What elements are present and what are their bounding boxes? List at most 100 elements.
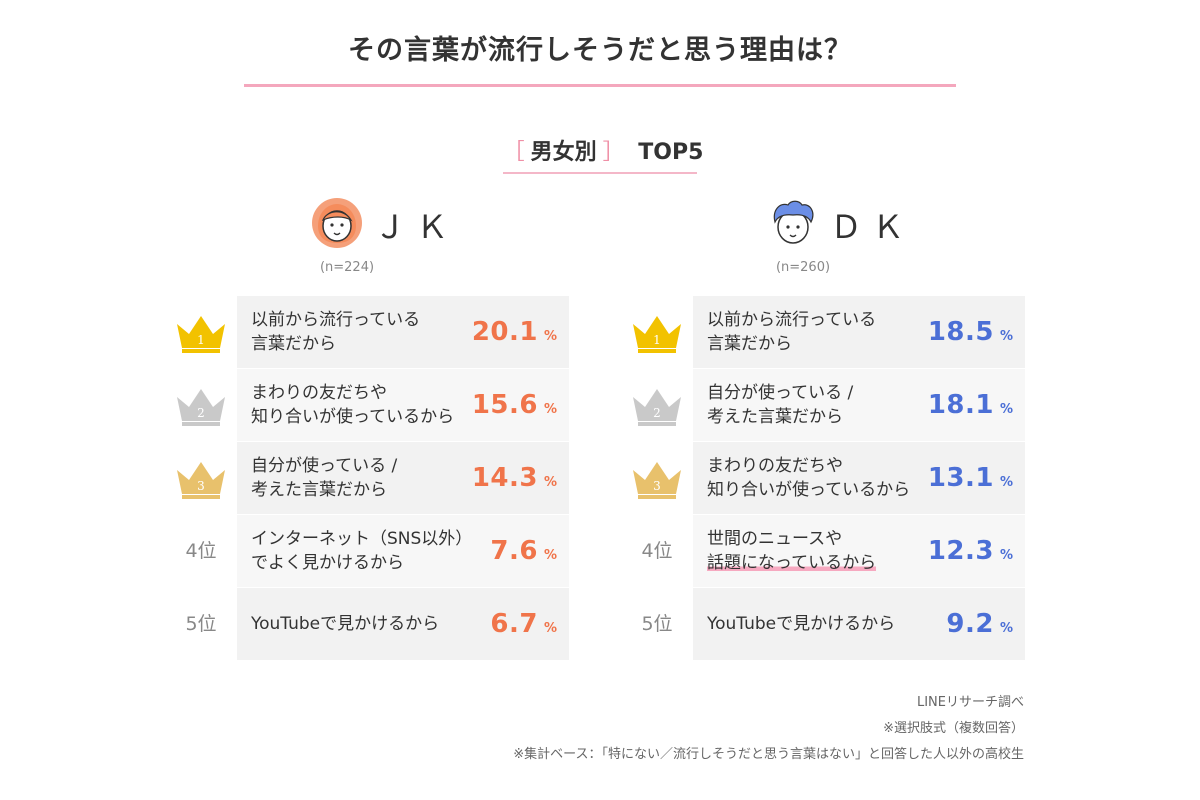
footnotes: LINEリサーチ調べ ※選択肢式（複数回答） ※集計ベース：「特にない／流行しそ…	[513, 690, 1024, 768]
reason-card: 以前から流行っている 言葉だから 18.5%	[693, 296, 1025, 368]
rank-badge: 4位	[168, 515, 236, 588]
silver-crown-icon: 2	[633, 389, 681, 426]
rank-badge: 4位	[624, 515, 692, 588]
reason-text: まわりの友だちや 知り合いが使っているから	[251, 369, 473, 441]
percentage-unit: %	[543, 621, 557, 636]
bronze-crown-icon: 3	[633, 462, 681, 499]
jk-panel: ＪＫ (n=224) 1 以前から流行っている 言葉だから 20.1% 2 まわりの友だ…	[112, 196, 582, 666]
percentage-unit: %	[543, 329, 557, 344]
jk-ranking-list: 1 以前から流行っている 言葉だから 20.1% 2 まわりの友だちや 知り合いが使って…	[112, 296, 582, 661]
reason-text: 以前から流行っている 言葉だから	[707, 296, 929, 368]
rank-badge: 3	[168, 442, 236, 515]
percentage-number: 6.7	[490, 609, 538, 639]
crown-rank-number: 1	[653, 333, 661, 347]
rank-badge: 3	[624, 442, 692, 515]
percentage-unit: %	[999, 329, 1013, 344]
crown-rank-number: 2	[197, 406, 205, 420]
reason-card: 以前から流行っている 言葉だから 20.1%	[237, 296, 569, 368]
percentage-value: 18.1%	[928, 369, 1013, 441]
reason-card: 自分が使っている / 考えた言葉だから 14.3%	[237, 442, 569, 514]
jk-sample-size: (n=224)	[319, 260, 375, 275]
percentage-value: 20.1%	[472, 296, 557, 368]
reason-label: 世間のニュースや 話題になっているから	[707, 527, 877, 575]
reason-card: 自分が使っている / 考えた言葉だから 18.1%	[693, 369, 1025, 441]
gold-crown-icon: 1	[177, 316, 225, 353]
rank-badge: 1	[168, 296, 236, 369]
rank-badge: 5位	[624, 588, 692, 661]
reason-text: まわりの友だちや 知り合いが使っているから	[707, 442, 929, 514]
rank-label: 4位	[185, 540, 217, 562]
reason-text: YouTubeで見かけるから	[707, 588, 929, 660]
ranking-row: 2 自分が使っている / 考えた言葉だから 18.1%	[568, 369, 1038, 442]
ranking-row: 1 以前から流行っている 言葉だから 20.1%	[112, 296, 582, 369]
ranking-row: 3 まわりの友だちや 知り合いが使っているから 13.1%	[568, 442, 1038, 515]
subtitle-suffix: TOP5	[638, 140, 704, 165]
rank-label: 4位	[641, 540, 673, 562]
question-type-note: ※選択肢式（複数回答）	[883, 721, 1024, 736]
dk-label: ＤＫ	[830, 208, 915, 246]
percentage-unit: %	[543, 475, 557, 490]
percentage-value: 14.3%	[472, 442, 557, 514]
ranking-row: 5位 YouTubeで見かけるから 9.2%	[568, 588, 1038, 661]
gold-crown-icon: 1	[633, 316, 681, 353]
subtitle-underline	[503, 172, 697, 174]
ranking-row: 1 以前から流行っている 言葉だから 18.5%	[568, 296, 1038, 369]
reason-label: 以前から流行っている 言葉だから	[707, 310, 877, 354]
rank-label: 5位	[641, 613, 673, 635]
crown-rank-number: 3	[653, 479, 661, 493]
jk-header: ＪＫ	[112, 196, 582, 256]
bronze-crown-icon: 3	[177, 462, 225, 499]
ranking-row: 4位 インターネット（SNS以外） でよく見かけるから 7.6%	[112, 515, 582, 588]
percentage-number: 7.6	[490, 536, 538, 566]
reason-label: インターネット（SNS以外） でよく見かけるから	[251, 529, 473, 573]
girl-avatar-icon	[312, 198, 362, 248]
subtitle-close-bracket: ］	[602, 140, 625, 165]
rank-label: 5位	[185, 613, 217, 635]
subtitle-open-bracket: ［	[502, 140, 525, 165]
percentage-number: 9.2	[946, 609, 994, 639]
percentage-value: 9.2%	[946, 588, 1013, 660]
reason-text: インターネット（SNS以外） でよく見かけるから	[251, 515, 473, 587]
rank-badge: 5位	[168, 588, 236, 661]
percentage-number: 20.1	[471, 317, 538, 347]
subtitle-label: 男女別	[530, 140, 597, 165]
dk-header: ＤＫ	[568, 196, 1038, 256]
percentage-unit: %	[543, 402, 557, 417]
percentage-number: 15.6	[471, 390, 538, 420]
reason-label: YouTubeで見かけるから	[707, 614, 896, 634]
chart-subtitle: ［ 男女別 ］ TOP5	[0, 134, 1200, 166]
reason-text: YouTubeで見かけるから	[251, 588, 473, 660]
reason-card: YouTubeで見かけるから 9.2%	[693, 588, 1025, 660]
percentage-unit: %	[543, 548, 557, 563]
source-note: LINEリサーチ調べ	[916, 695, 1024, 710]
percentage-number: 12.3	[927, 536, 994, 566]
jk-label: ＪＫ	[374, 208, 459, 246]
reason-text: 以前から流行っている 言葉だから	[251, 296, 473, 368]
percentage-number: 14.3	[471, 463, 538, 493]
reason-label: まわりの友だちや 知り合いが使っているから	[707, 456, 911, 500]
reason-card: まわりの友だちや 知り合いが使っているから 15.6%	[237, 369, 569, 441]
crown-rank-number: 3	[197, 479, 205, 493]
reason-card: 世間のニュースや 話題になっているから 12.3%	[693, 515, 1025, 587]
ranking-row: 2 まわりの友だちや 知り合いが使っているから 15.6%	[112, 369, 582, 442]
silver-crown-icon: 2	[177, 389, 225, 426]
reason-text: 世間のニュースや 話題になっているから	[707, 515, 929, 587]
reason-card: まわりの友だちや 知り合いが使っているから 13.1%	[693, 442, 1025, 514]
base-note: ※集計ベース：「特にない／流行しそうだと思う言葉はない」と回答した人以外の高校生	[513, 747, 1024, 762]
rank-badge: 2	[624, 369, 692, 442]
percentage-value: 6.7%	[490, 588, 557, 660]
percentage-number: 18.1	[927, 390, 994, 420]
crown-rank-number: 2	[653, 406, 661, 420]
reason-label: YouTubeで見かけるから	[251, 614, 440, 634]
ranking-row: 5位 YouTubeで見かけるから 6.7%	[112, 588, 582, 661]
rank-badge: 1	[624, 296, 692, 369]
percentage-unit: %	[999, 548, 1013, 563]
chart-title: その言葉が流行しそうだと思う理由は？	[348, 35, 852, 66]
crown-rank-number: 1	[197, 333, 205, 347]
reason-label: まわりの友だちや 知り合いが使っているから	[251, 383, 455, 427]
percentage-value: 18.5%	[928, 296, 1013, 368]
reason-label: 自分が使っている / 考えた言葉だから	[251, 456, 398, 500]
percentage-unit: %	[999, 475, 1013, 490]
title-underline	[244, 84, 956, 87]
dk-panel: ＤＫ (n=260) 1 以前から流行っている 言葉だから 18.5% 2 自分が使って…	[568, 196, 1038, 666]
